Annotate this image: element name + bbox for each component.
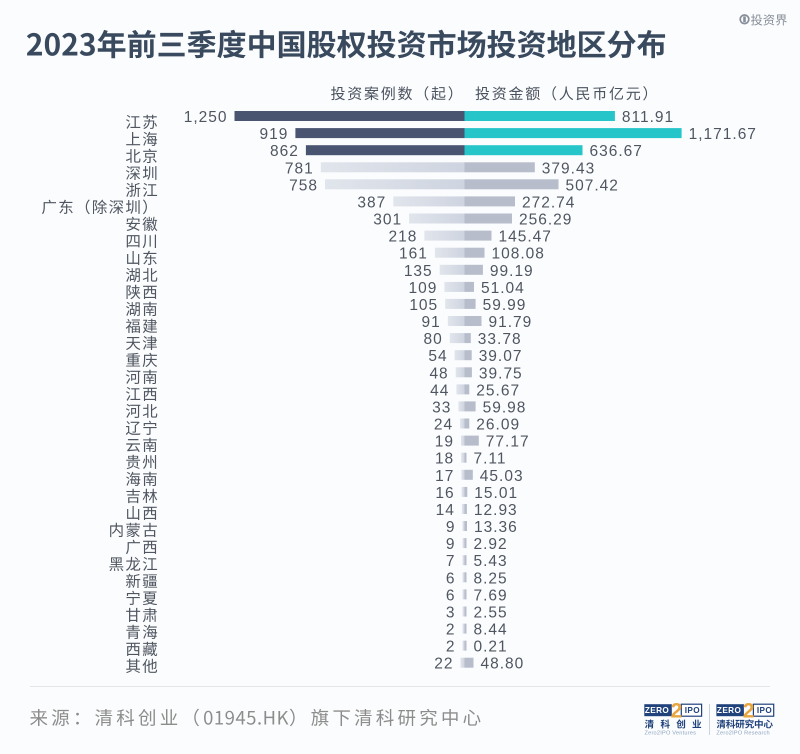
svg-text:7: 7: [446, 553, 456, 570]
svg-text:44: 44: [430, 382, 449, 399]
svg-text:IPO: IPO: [757, 706, 773, 715]
svg-text:77.17: 77.17: [486, 434, 530, 451]
svg-text:91.79: 91.79: [489, 314, 533, 331]
svg-text:109: 109: [409, 280, 438, 297]
svg-text:272.74: 272.74: [522, 194, 575, 211]
svg-text:51.04: 51.04: [481, 280, 525, 297]
svg-text:48: 48: [429, 365, 448, 382]
svg-text:781: 781: [285, 160, 314, 177]
svg-text:811.91: 811.91: [622, 109, 674, 126]
svg-text:2: 2: [446, 622, 456, 639]
svg-text:301: 301: [373, 212, 402, 229]
svg-text:507.42: 507.42: [566, 177, 619, 194]
svg-text:862: 862: [270, 143, 299, 160]
svg-text:13.36: 13.36: [474, 519, 518, 536]
svg-text:99.19: 99.19: [490, 263, 534, 280]
svg-text:7.11: 7.11: [474, 451, 507, 468]
svg-text:145.47: 145.47: [499, 229, 552, 246]
svg-text:7.69: 7.69: [474, 587, 508, 604]
svg-text:18: 18: [435, 451, 454, 468]
svg-text:387: 387: [357, 194, 386, 211]
svg-text:9: 9: [446, 536, 456, 553]
svg-text:135: 135: [404, 263, 433, 280]
svg-text:636.67: 636.67: [590, 143, 643, 160]
svg-text:54: 54: [428, 348, 447, 365]
svg-text:Zero2IPO Ventures: Zero2IPO Ventures: [645, 731, 697, 737]
svg-text:2: 2: [743, 699, 755, 722]
svg-text:379.43: 379.43: [542, 160, 595, 177]
svg-text:45.03: 45.03: [480, 468, 524, 485]
svg-text:33: 33: [432, 399, 451, 416]
svg-text:39.07: 39.07: [479, 348, 523, 365]
svg-text:0.21: 0.21: [474, 639, 508, 656]
svg-text:256.29: 256.29: [519, 212, 572, 229]
svg-text:59.98: 59.98: [483, 399, 527, 416]
svg-text:24: 24: [434, 417, 453, 434]
svg-text:2: 2: [446, 639, 456, 656]
svg-text:9: 9: [446, 519, 456, 536]
svg-text:3: 3: [446, 605, 456, 622]
svg-text:1,171.67: 1,171.67: [689, 126, 757, 143]
svg-text:1,250: 1,250: [184, 109, 228, 126]
svg-text:22: 22: [434, 656, 453, 673]
svg-text:39.75: 39.75: [479, 365, 523, 382]
svg-text:8.44: 8.44: [474, 622, 508, 639]
svg-text:919: 919: [260, 126, 289, 143]
svg-text:6: 6: [446, 570, 456, 587]
svg-text:161: 161: [399, 246, 428, 263]
svg-text:25.67: 25.67: [476, 382, 520, 399]
svg-text:91: 91: [422, 314, 441, 331]
svg-text:12.93: 12.93: [474, 502, 518, 519]
svg-text:59.99: 59.99: [483, 297, 527, 314]
svg-text:IPO: IPO: [685, 706, 701, 715]
svg-text:2.55: 2.55: [474, 605, 508, 622]
svg-text:218: 218: [389, 229, 418, 246]
svg-text:6: 6: [446, 587, 456, 604]
svg-text:33.78: 33.78: [478, 331, 522, 348]
svg-text:2.92: 2.92: [474, 536, 508, 553]
svg-text:Zero2IPO Research: Zero2IPO Research: [716, 731, 769, 737]
svg-text:26.09: 26.09: [476, 417, 520, 434]
svg-text:15.01: 15.01: [474, 485, 518, 502]
svg-text:2: 2: [671, 699, 683, 722]
svg-text:758: 758: [289, 177, 318, 194]
svg-text:ZERO: ZERO: [645, 706, 670, 715]
svg-text:19: 19: [435, 434, 454, 451]
svg-text:17: 17: [435, 468, 454, 485]
svg-text:8.25: 8.25: [474, 570, 508, 587]
svg-text:ZERO: ZERO: [717, 706, 742, 715]
svg-text:108.08: 108.08: [492, 246, 545, 263]
svg-text:105: 105: [409, 297, 438, 314]
svg-text:14: 14: [436, 502, 455, 519]
svg-text:80: 80: [424, 331, 443, 348]
svg-text:48.80: 48.80: [481, 656, 525, 673]
svg-text:16: 16: [435, 485, 454, 502]
svg-text:5.43: 5.43: [474, 553, 508, 570]
